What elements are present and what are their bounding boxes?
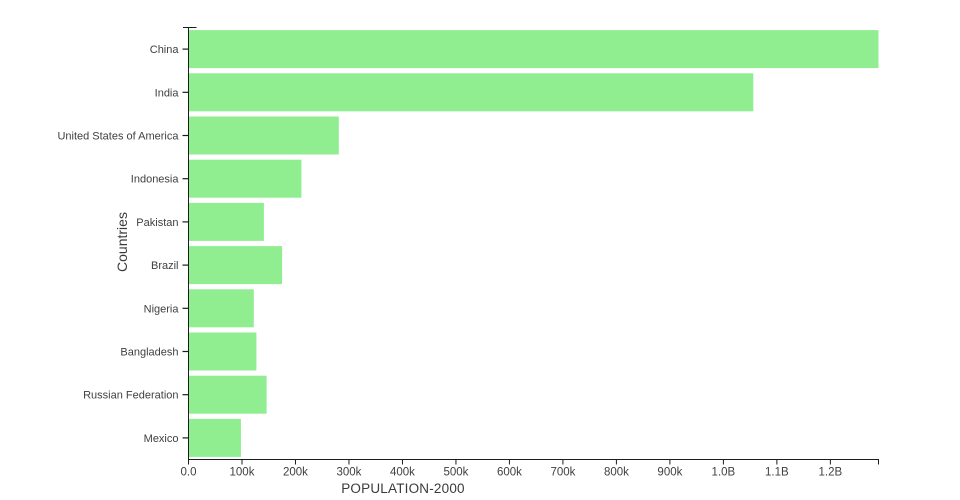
x-axis-title: POPULATION-2000 xyxy=(341,481,465,496)
x-tick-label: 500k xyxy=(443,467,468,479)
x-tick-label: 0.0 xyxy=(181,467,197,479)
bar xyxy=(189,246,283,285)
bar xyxy=(189,289,254,328)
y-category-label: Pakistan xyxy=(136,217,178,229)
bar xyxy=(189,30,879,69)
x-tick-label: 400k xyxy=(390,467,415,479)
x-tick-label: 1.1B xyxy=(765,467,789,479)
y-category-label: Bangladesh xyxy=(120,347,178,359)
y-category-label: India xyxy=(155,87,180,99)
y-category-label: Brazil xyxy=(151,260,179,272)
bar xyxy=(189,159,302,198)
y-category-label: United States of America xyxy=(57,131,179,143)
x-tick-label: 100k xyxy=(230,467,255,479)
y-category-label: Indonesia xyxy=(131,174,180,186)
x-tick-label: 900k xyxy=(657,467,682,479)
x-tick-label: 200k xyxy=(283,467,308,479)
bar xyxy=(189,375,267,414)
y-category-label: Nigeria xyxy=(144,303,180,315)
bar xyxy=(189,73,754,112)
y-axis-title: Countries xyxy=(114,212,130,272)
y-category-label: Mexico xyxy=(144,433,179,445)
x-axis-line xyxy=(188,459,879,465)
x-tick-label: 1.0B xyxy=(712,467,736,479)
x-tick-label: 800k xyxy=(604,467,629,479)
bar xyxy=(189,418,241,457)
bar xyxy=(189,116,339,155)
x-tick-label: 1.2B xyxy=(819,467,843,479)
x-tick-label: 600k xyxy=(497,467,522,479)
x-tick-label: 300k xyxy=(336,467,361,479)
bar xyxy=(189,202,264,241)
y-category-label: Russian Federation xyxy=(83,390,178,402)
x-tick-label: 700k xyxy=(550,467,575,479)
y-category-label: China xyxy=(150,44,180,56)
bar xyxy=(189,332,257,371)
